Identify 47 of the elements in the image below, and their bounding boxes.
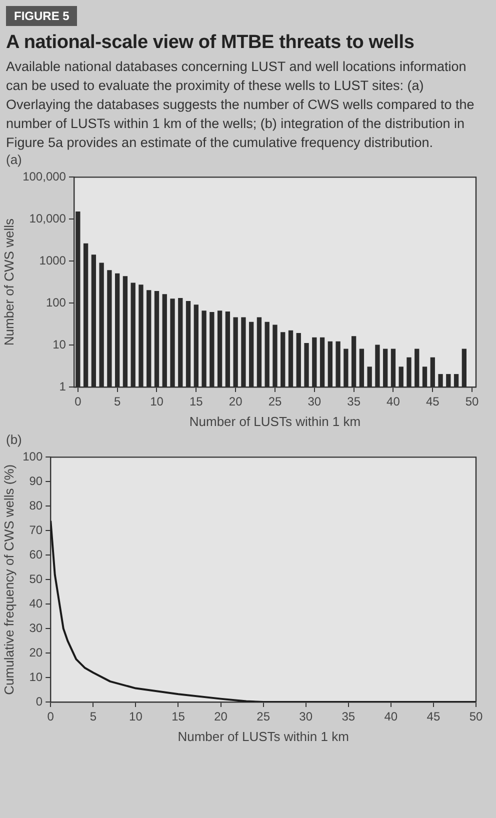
y-tick-label: 100 xyxy=(22,450,43,464)
chart-subtitle: Available national databases concerning LUST and well locations information can be used to evaluate the proximity of these wells to LUST sites: (a) Overlaying the databases suggests the number of CWS wells compared to the number of LUSTs within 1 km of the wells; (b) integration of the distribution in Figure 5a provides an estimate of the cumulative frequency distribution. xyxy=(6,58,476,152)
x-tick-label: 10 xyxy=(129,710,143,724)
x-tick-label: 40 xyxy=(384,710,398,724)
y-tick-label: 50 xyxy=(29,572,43,586)
text: (a) xyxy=(5,152,23,167)
y-tick-label: 10 xyxy=(52,337,66,352)
y-tick-label: 60 xyxy=(29,547,43,562)
y-tick-label: 100,000 xyxy=(22,170,66,184)
y-tick-label: 80 xyxy=(29,498,43,512)
x-tick-label: 25 xyxy=(268,394,282,409)
x-tick-label: 5 xyxy=(90,710,97,724)
x-tick-label: 35 xyxy=(347,394,361,409)
y-tick-label: 40 xyxy=(29,596,43,610)
y-tick-label: 70 xyxy=(29,522,43,537)
x-tick-label: 15 xyxy=(189,394,204,409)
caption: FIGURE 5 xyxy=(6,6,78,26)
x-tick-label: 45 xyxy=(426,394,440,409)
y-tick-label: 1 xyxy=(59,379,66,394)
x-tick-label: 20 xyxy=(214,710,228,724)
y-tick-label: 1000 xyxy=(39,253,66,268)
y-tick-label: 0 xyxy=(36,694,43,708)
y-tick-label: 10 xyxy=(29,670,43,684)
x-tick-label: 35 xyxy=(342,710,356,724)
x-tick-label: 50 xyxy=(469,710,483,724)
x-tick-label: 20 xyxy=(228,394,243,409)
y-tick-label: 10,000 xyxy=(29,211,66,226)
x-tick-label: 10 xyxy=(150,394,164,409)
x-axis-title: Number of LUSTs within 1 km xyxy=(189,414,361,429)
x-tick-label: 30 xyxy=(299,710,313,724)
text: (b) xyxy=(5,432,23,447)
x-tick-label: 50 xyxy=(465,394,480,409)
y-tick-label: 30 xyxy=(29,620,43,635)
y-axis-title: Number of CWS wells xyxy=(1,218,16,346)
x-tick-label: 5 xyxy=(114,394,121,409)
x-tick-label: 40 xyxy=(386,394,400,409)
y-axis-title: Cumulative frequency of CWS wells (%) xyxy=(1,464,16,695)
y-tick-label: 100 xyxy=(46,295,66,310)
x-tick-label: 30 xyxy=(308,394,322,409)
chart-title: A national-scale view of MTBE threats to wells xyxy=(6,32,416,54)
y-tick-label: 90 xyxy=(29,474,43,488)
x-tick-label: 15 xyxy=(172,710,186,724)
x-tick-label: 45 xyxy=(426,710,440,724)
y-tick-label: 20 xyxy=(29,645,43,660)
x-tick-label: 25 xyxy=(256,710,270,724)
x-tick-label: 0 xyxy=(74,394,82,409)
x-axis-title: Number of LUSTs within 1 km xyxy=(178,728,349,744)
